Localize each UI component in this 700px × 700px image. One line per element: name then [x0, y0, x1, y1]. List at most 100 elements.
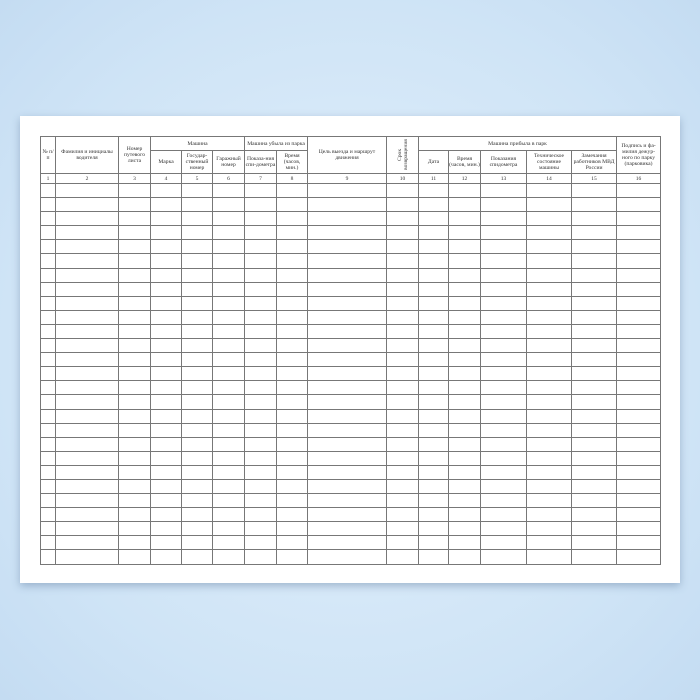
table-cell[interactable] [480, 366, 527, 382]
table-cell[interactable] [480, 323, 527, 340]
table-cell[interactable] [181, 253, 213, 269]
table-cell[interactable] [386, 239, 419, 255]
table-cell[interactable] [276, 225, 308, 241]
table-cell[interactable] [570, 521, 618, 537]
table-cell[interactable] [448, 197, 481, 213]
table-cell[interactable] [570, 366, 618, 382]
table-cell[interactable] [181, 450, 213, 466]
table-cell[interactable] [307, 352, 387, 368]
table-cell[interactable] [480, 281, 527, 297]
table-cell[interactable] [40, 478, 56, 495]
table-cell[interactable] [276, 464, 308, 480]
table-cell[interactable] [212, 521, 245, 537]
table-cell[interactable] [55, 295, 119, 311]
table-cell[interactable] [570, 394, 618, 410]
table-cell[interactable] [448, 535, 481, 551]
table-cell[interactable] [616, 239, 662, 255]
table-cell[interactable] [307, 295, 387, 311]
table-cell[interactable] [386, 521, 419, 537]
table-cell[interactable] [616, 394, 662, 410]
table-cell[interactable] [244, 478, 277, 495]
table-cell[interactable] [212, 436, 245, 452]
table-cell[interactable] [307, 267, 387, 283]
table-cell[interactable] [118, 450, 151, 466]
table-cell[interactable] [244, 211, 277, 227]
table-cell[interactable] [150, 211, 182, 227]
table-cell[interactable] [480, 267, 527, 283]
table-cell[interactable] [418, 493, 449, 509]
table-cell[interactable] [307, 338, 387, 354]
table-cell[interactable] [386, 182, 419, 199]
table-cell[interactable] [40, 521, 56, 537]
table-cell[interactable] [55, 338, 119, 354]
table-cell[interactable] [55, 352, 119, 368]
table-cell[interactable] [526, 380, 572, 396]
table-cell[interactable] [386, 464, 419, 480]
table-cell[interactable] [40, 507, 56, 523]
table-cell[interactable] [526, 211, 572, 227]
table-cell[interactable] [386, 422, 419, 438]
table-cell[interactable] [480, 211, 527, 227]
table-cell[interactable] [616, 450, 662, 466]
table-cell[interactable] [307, 436, 387, 452]
table-cell[interactable] [418, 239, 449, 255]
table-cell[interactable] [386, 281, 419, 297]
table-cell[interactable] [150, 366, 182, 382]
table-cell[interactable] [118, 394, 151, 410]
table-cell[interactable] [616, 493, 662, 509]
table-cell[interactable] [55, 549, 119, 565]
table-cell[interactable] [55, 225, 119, 241]
table-cell[interactable] [480, 253, 527, 269]
table-cell[interactable] [181, 535, 213, 551]
table-cell[interactable] [448, 352, 481, 368]
table-cell[interactable] [276, 535, 308, 551]
table-cell[interactable] [386, 535, 419, 551]
table-cell[interactable] [212, 549, 245, 565]
table-cell[interactable] [276, 239, 308, 255]
table-cell[interactable] [307, 239, 387, 255]
table-cell[interactable] [118, 239, 151, 255]
table-cell[interactable] [150, 493, 182, 509]
table-cell[interactable] [307, 507, 387, 523]
table-cell[interactable] [55, 253, 119, 269]
table-cell[interactable] [244, 380, 277, 396]
table-cell[interactable] [181, 295, 213, 311]
table-cell[interactable] [418, 422, 449, 438]
table-cell[interactable] [448, 493, 481, 509]
table-cell[interactable] [212, 478, 245, 495]
table-cell[interactable] [307, 323, 387, 340]
table-cell[interactable] [526, 422, 572, 438]
table-cell[interactable] [570, 182, 618, 199]
table-cell[interactable] [40, 197, 56, 213]
table-cell[interactable] [386, 380, 419, 396]
table-cell[interactable] [480, 464, 527, 480]
table-cell[interactable] [40, 549, 56, 565]
table-cell[interactable] [526, 535, 572, 551]
table-cell[interactable] [40, 535, 56, 551]
table-cell[interactable] [118, 493, 151, 509]
table-cell[interactable] [212, 352, 245, 368]
table-cell[interactable] [118, 408, 151, 424]
table-cell[interactable] [181, 507, 213, 523]
table-cell[interactable] [276, 394, 308, 410]
table-cell[interactable] [212, 267, 245, 283]
table-cell[interactable] [480, 450, 527, 466]
table-cell[interactable] [55, 408, 119, 424]
table-cell[interactable] [418, 309, 449, 325]
table-cell[interactable] [480, 295, 527, 311]
table-cell[interactable] [150, 478, 182, 495]
table-cell[interactable] [181, 267, 213, 283]
table-cell[interactable] [150, 338, 182, 354]
table-cell[interactable] [570, 239, 618, 255]
table-cell[interactable] [386, 549, 419, 565]
table-cell[interactable] [418, 521, 449, 537]
table-cell[interactable] [386, 478, 419, 495]
table-cell[interactable] [526, 309, 572, 325]
table-cell[interactable] [526, 493, 572, 509]
table-cell[interactable] [118, 323, 151, 340]
table-cell[interactable] [386, 323, 419, 340]
table-cell[interactable] [526, 464, 572, 480]
table-cell[interactable] [418, 507, 449, 523]
table-cell[interactable] [448, 182, 481, 199]
table-cell[interactable] [448, 422, 481, 438]
